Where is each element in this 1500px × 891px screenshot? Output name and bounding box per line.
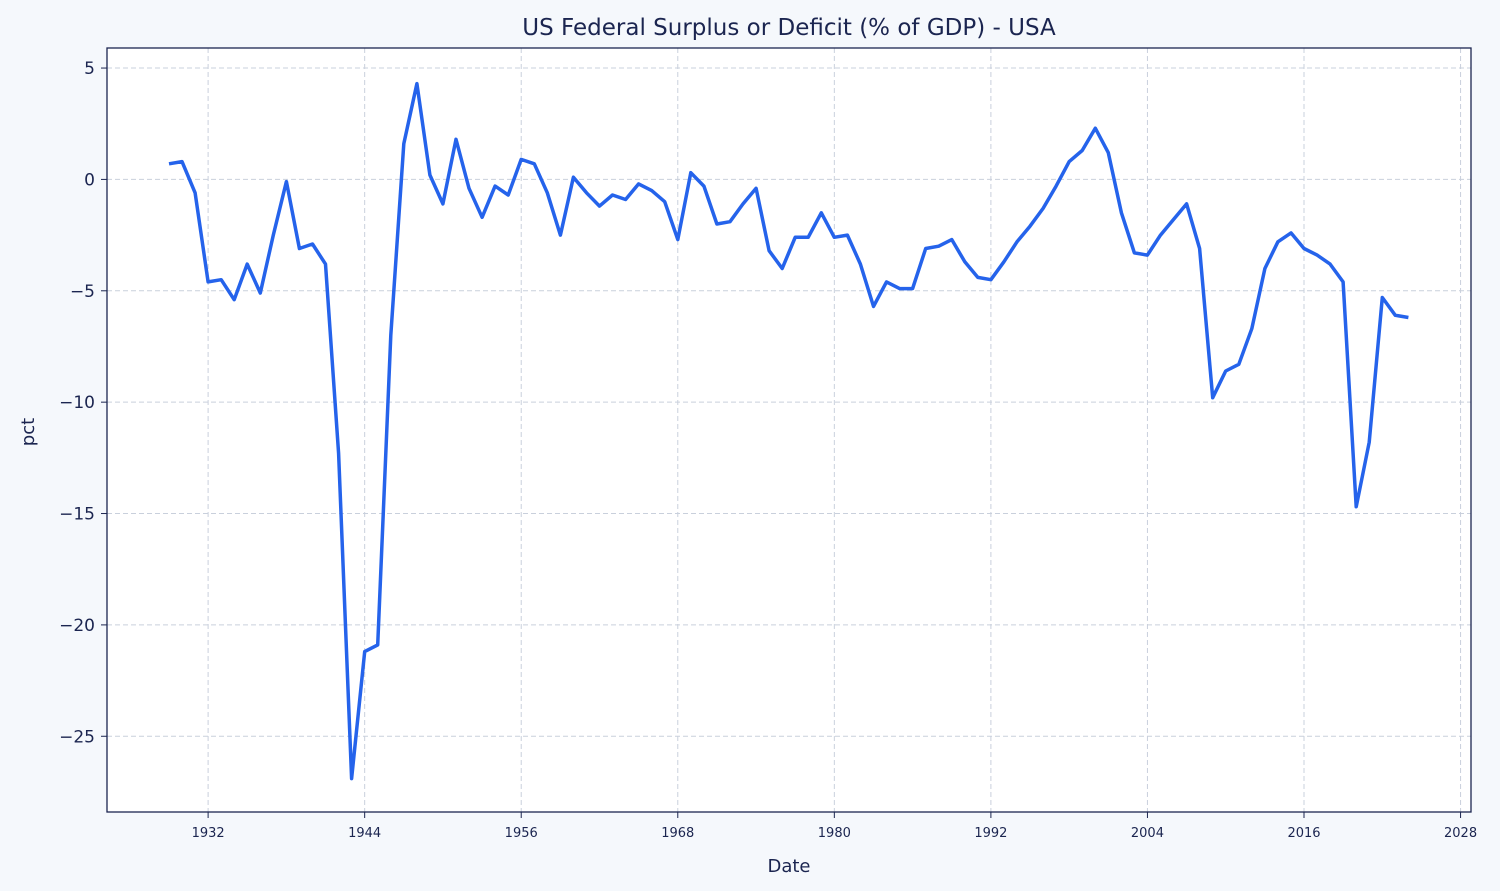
y-tick-label: 5 (84, 59, 95, 79)
y-tick-label: −20 (59, 616, 95, 636)
y-axis-label: pct (18, 418, 39, 446)
x-tick-label: 1956 (505, 826, 538, 841)
y-tick-label: −10 (59, 393, 95, 413)
ticks: 1932 1944 1956 1968 1980 1992 2004 2016 2028 5 0 −5… (59, 59, 1477, 841)
x-tick-label: 2028 (1444, 826, 1477, 841)
y-tick-label: −5 (70, 282, 95, 302)
x-tick-label: 1980 (818, 826, 851, 841)
x-tick-label: 1932 (192, 826, 225, 841)
x-tick-label: 1944 (348, 826, 381, 841)
y-tick-label: −15 (59, 505, 95, 525)
series-line (168, 81, 1409, 781)
x-tick-label: 1968 (661, 826, 694, 841)
x-axis-label: Date (767, 856, 810, 877)
x-tick-label: 2016 (1287, 826, 1320, 841)
y-tick-label: −25 (59, 727, 95, 747)
chart-title: US Federal Surplus or Deficit (% of GDP)… (522, 15, 1056, 41)
plot-frame (106, 47, 1472, 813)
plot-area (107, 48, 1471, 812)
y-tick-label: 0 (84, 170, 95, 190)
x-tick-label: 2004 (1131, 826, 1164, 841)
x-tick-label: 1992 (974, 826, 1007, 841)
